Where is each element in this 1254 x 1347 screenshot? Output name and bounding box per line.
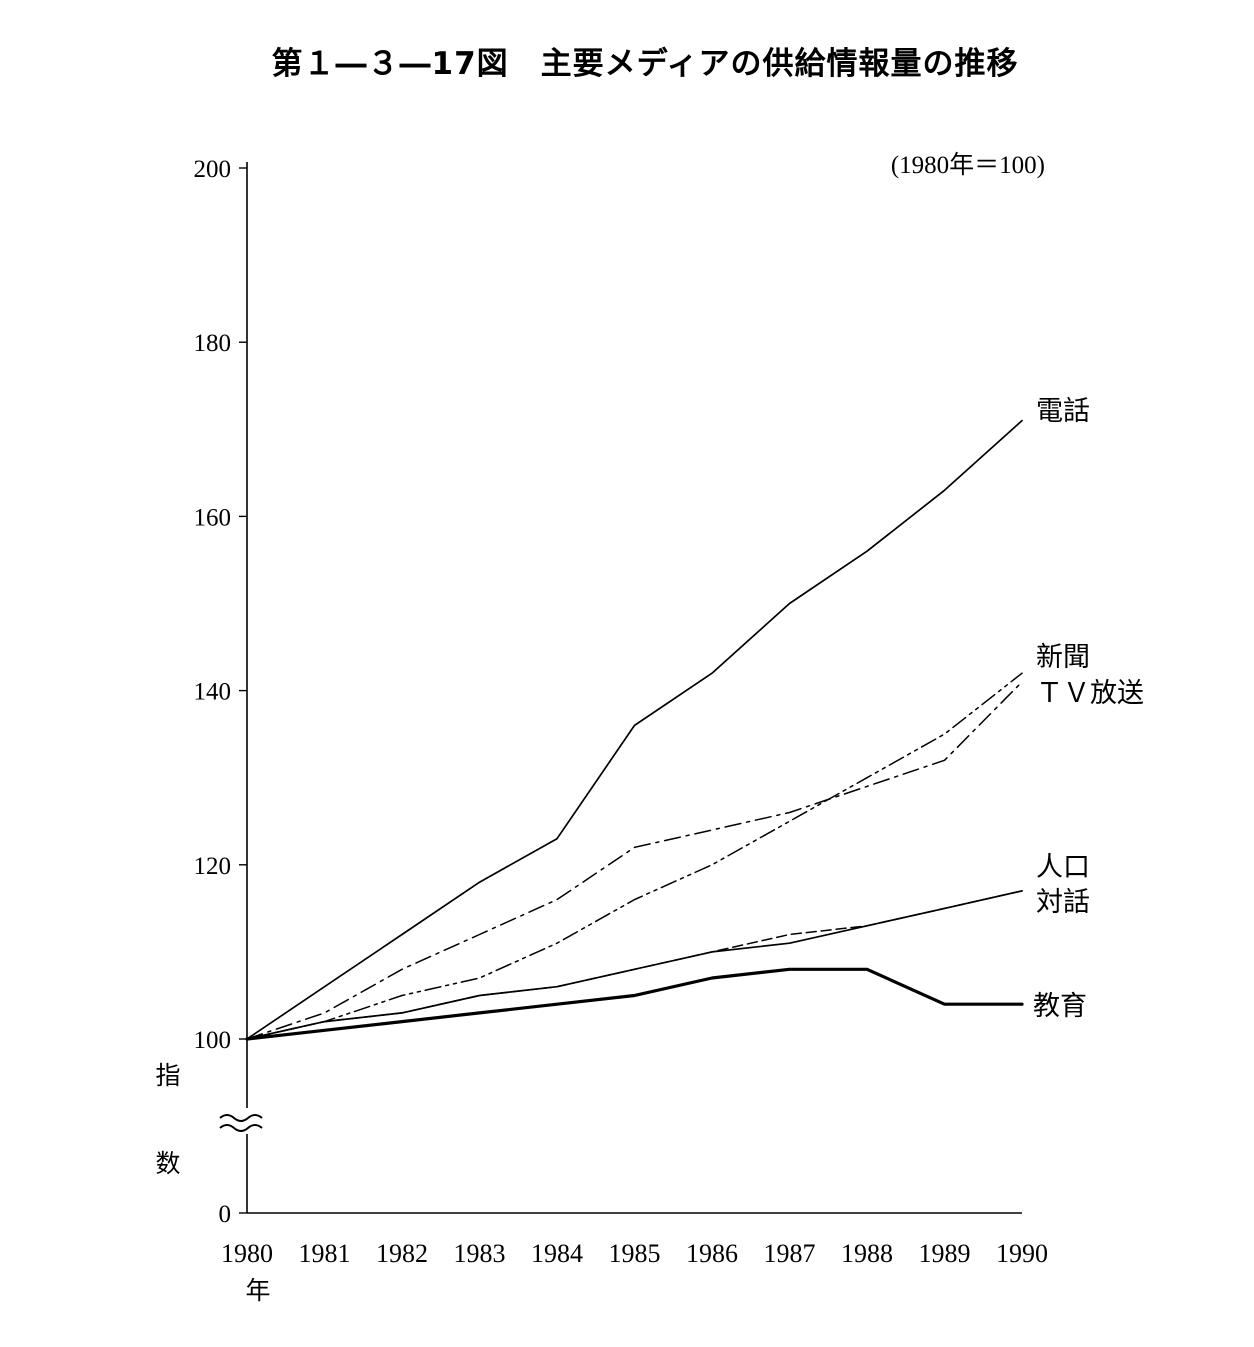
- series-label: ＴＶ放送: [1036, 678, 1144, 708]
- series-line-1: [246, 681, 1023, 1040]
- y-tick-label: 100: [194, 1027, 232, 1054]
- y-tick-label: 140: [194, 679, 232, 706]
- series-line-0: [246, 419, 1023, 1040]
- series-label: 電話: [1036, 396, 1090, 426]
- axis-break-mark: [219, 1124, 263, 1132]
- chart-title: 第１―３―17図 主要メディアの供給情報量の推移: [271, 46, 1019, 82]
- y-tick-label: 200: [194, 156, 232, 183]
- x-tick-label: 1989: [919, 1239, 971, 1268]
- series-label: 人口: [1036, 852, 1090, 882]
- chart-note: (1980年＝100): [891, 151, 1045, 179]
- x-tick-label: 1985: [609, 1239, 661, 1268]
- series-line-2: [246, 672, 1023, 1040]
- x-tick-label: 1982: [376, 1239, 428, 1268]
- y-axis-label: 指: [155, 1062, 180, 1090]
- x-tick-label: 1990: [996, 1239, 1048, 1268]
- chart-axes: 0 100 120 140 160 180 200 1980 1981 1982 1983 1984 1…: [155, 151, 1048, 1305]
- series-lines: [245, 419, 1024, 1041]
- series-label: 新聞: [1036, 642, 1090, 672]
- y-tick-label: 120: [194, 853, 232, 880]
- x-tick-label: 1984: [531, 1239, 583, 1268]
- series-line-3: [246, 890, 1023, 1040]
- x-tick-label: 1981: [299, 1239, 351, 1268]
- y-tick-label: 180: [194, 330, 232, 357]
- series-line-5: [245, 967, 1024, 1041]
- axis-break-mark: [219, 1114, 263, 1122]
- x-tick-label: 1988: [841, 1239, 893, 1268]
- series-label: 教育: [1033, 991, 1087, 1021]
- y-tick-label: 160: [194, 504, 232, 531]
- x-tick-label: 1983: [454, 1239, 506, 1268]
- y-tick-label: 0: [219, 1201, 232, 1228]
- series-line-4: [246, 890, 1023, 1040]
- x-tick-label: 1980: [221, 1239, 273, 1268]
- series-label: 対話: [1036, 887, 1090, 917]
- x-axis-label: 年: [245, 1277, 270, 1305]
- x-tick-label: 1986: [686, 1239, 738, 1268]
- x-tick-label: 1987: [764, 1239, 816, 1268]
- y-axis-label: 数: [155, 1150, 180, 1178]
